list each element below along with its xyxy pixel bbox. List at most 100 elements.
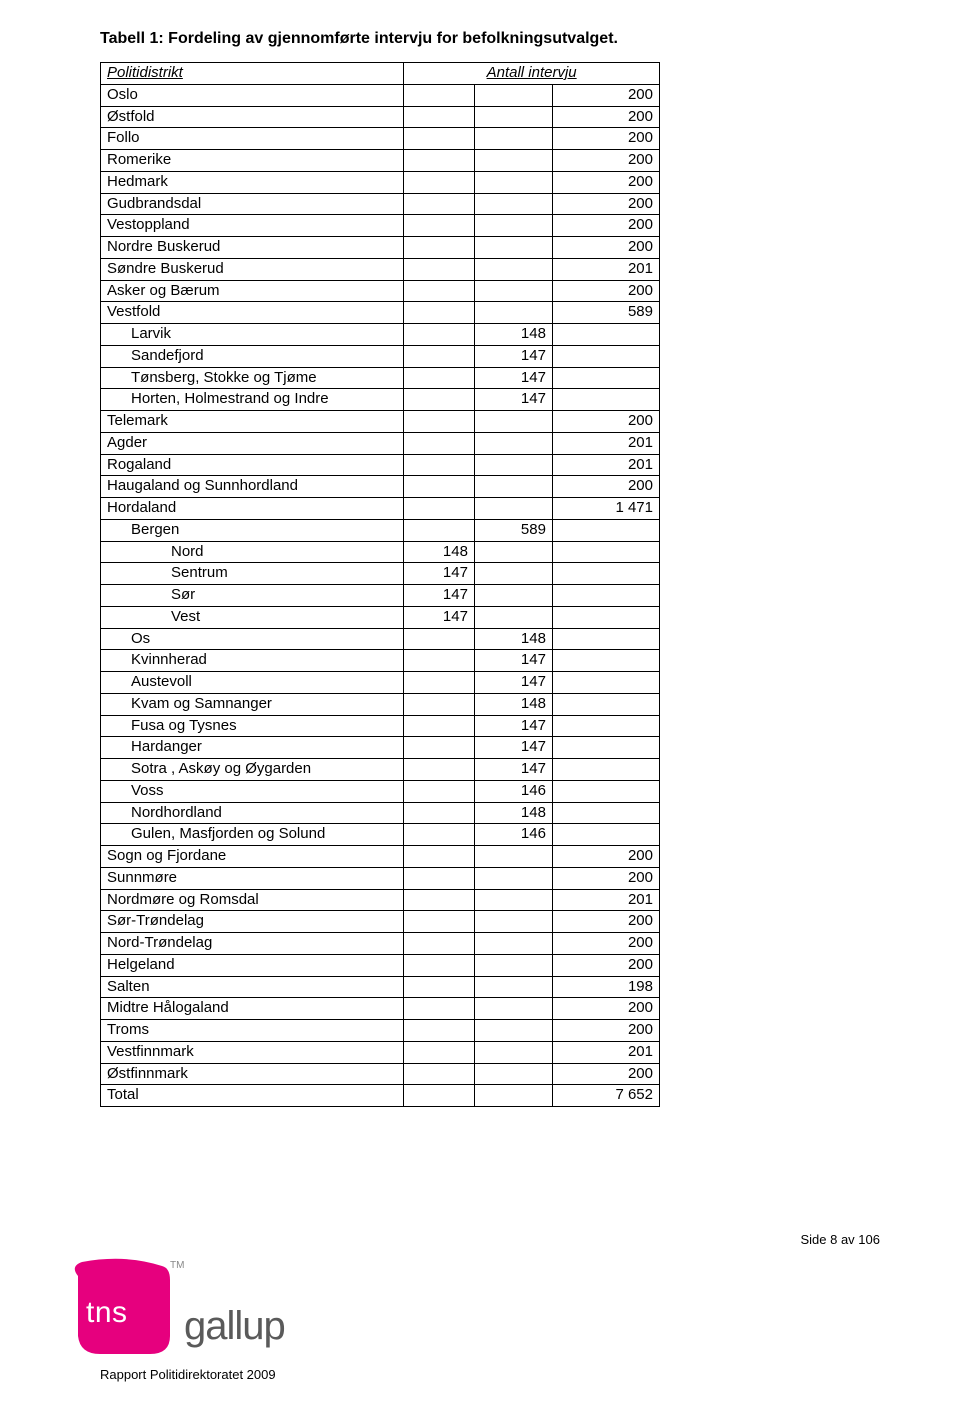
tns-gallup-logo: tns TM gallup <box>70 1258 285 1358</box>
row-value <box>552 606 659 628</box>
row-name: Helgeland <box>101 954 404 976</box>
row-name: Nord <box>101 541 404 563</box>
row-sub2 <box>474 302 552 324</box>
row-sub1 <box>404 824 475 846</box>
row-value <box>552 585 659 607</box>
row-value: 201 <box>552 1041 659 1063</box>
report-line: Rapport Politidirektoratet 2009 <box>100 1367 276 1382</box>
row-value <box>552 715 659 737</box>
row-value <box>552 324 659 346</box>
row-value: 201 <box>552 258 659 280</box>
table-row: Sogn og Fjordane200 <box>101 846 660 868</box>
row-value <box>552 628 659 650</box>
row-name: Os <box>101 628 404 650</box>
row-value: 200 <box>552 1063 659 1085</box>
table-row: Austevoll 147 <box>101 672 660 694</box>
row-sub1 <box>404 954 475 976</box>
table-row: Østfinnmark200 <box>101 1063 660 1085</box>
row-sub1 <box>404 454 475 476</box>
row-name: Sandefjord <box>101 345 404 367</box>
table-row: Nord148 <box>101 541 660 563</box>
row-value <box>552 367 659 389</box>
row-name: Hardanger <box>101 737 404 759</box>
table-row: Haugaland og Sunnhordland 200 <box>101 476 660 498</box>
row-value: 200 <box>552 476 659 498</box>
row-value: 198 <box>552 976 659 998</box>
row-value: 200 <box>552 1020 659 1042</box>
row-sub2: 589 <box>474 519 552 541</box>
table-row: Hordaland 1 471 <box>101 498 660 520</box>
row-sub2 <box>474 867 552 889</box>
row-sub1 <box>404 693 475 715</box>
row-sub1 <box>404 258 475 280</box>
row-sub2: 147 <box>474 715 552 737</box>
row-sub1 <box>404 933 475 955</box>
row-name: Tønsberg, Stokke og Tjøme <box>101 367 404 389</box>
row-sub1 <box>404 367 475 389</box>
row-name: Nordhordland <box>101 802 404 824</box>
row-value: 200 <box>552 846 659 868</box>
table-row: Sentrum147 <box>101 563 660 585</box>
row-name: Austevoll <box>101 672 404 694</box>
table-row: Vestfinnmark201 <box>101 1041 660 1063</box>
row-value: 200 <box>552 411 659 433</box>
row-sub2: 147 <box>474 650 552 672</box>
row-sub2 <box>474 237 552 259</box>
table-row: Sunnmøre200 <box>101 867 660 889</box>
row-name: Oslo <box>101 84 404 106</box>
row-name: Vestfold <box>101 302 404 324</box>
row-value: 201 <box>552 889 659 911</box>
row-sub1 <box>404 389 475 411</box>
row-sub2 <box>474 911 552 933</box>
row-name: Agder <box>101 432 404 454</box>
row-name: Bergen <box>101 519 404 541</box>
row-name: Hedmark <box>101 171 404 193</box>
row-sub1 <box>404 84 475 106</box>
row-sub1: 147 <box>404 563 475 585</box>
row-sub1: 148 <box>404 541 475 563</box>
row-value <box>552 737 659 759</box>
row-value: 200 <box>552 280 659 302</box>
row-name: Gudbrandsdal <box>101 193 404 215</box>
row-sub1 <box>404 519 475 541</box>
row-name: Haugaland og Sunnhordland <box>101 476 404 498</box>
logo-tm: TM <box>170 1260 184 1271</box>
row-sub2: 146 <box>474 780 552 802</box>
table-row: Søndre Buskerud201 <box>101 258 660 280</box>
row-value <box>552 541 659 563</box>
row-sub1 <box>404 498 475 520</box>
row-name: Total <box>101 1085 404 1107</box>
data-table: PolitidistriktAntall intervjuOslo200Østf… <box>100 62 660 1107</box>
table-row: Os148 <box>101 628 660 650</box>
logo-blob: tns TM <box>70 1258 180 1358</box>
row-value: 200 <box>552 215 659 237</box>
table-row: Kvinnherad147 <box>101 650 660 672</box>
row-name: Larvik <box>101 324 404 346</box>
row-sub2: 146 <box>474 824 552 846</box>
table-row: Nordmøre og Romsdal201 <box>101 889 660 911</box>
row-sub1 <box>404 150 475 172</box>
row-sub2: 147 <box>474 389 552 411</box>
row-name: Horten, Holmestrand og Indre <box>101 389 404 411</box>
row-value: 200 <box>552 867 659 889</box>
row-sub1 <box>404 280 475 302</box>
row-sub2: 147 <box>474 672 552 694</box>
row-name: Hordaland <box>101 498 404 520</box>
row-sub2 <box>474 476 552 498</box>
row-name: Nord-Trøndelag <box>101 933 404 955</box>
row-value <box>552 519 659 541</box>
table-row: Vest147 <box>101 606 660 628</box>
row-value: 1 471 <box>552 498 659 520</box>
row-sub1 <box>404 345 475 367</box>
table-row: Vestfold589 <box>101 302 660 324</box>
row-sub2 <box>474 106 552 128</box>
row-name: Nordre Buskerud <box>101 237 404 259</box>
row-sub1 <box>404 780 475 802</box>
table-title: Tabell 1: Fordeling av gjennomførte inte… <box>100 30 880 48</box>
table-row: Asker og Bærum200 <box>101 280 660 302</box>
row-name: Telemark <box>101 411 404 433</box>
header-left: Politidistrikt <box>101 63 404 85</box>
row-sub2 <box>474 258 552 280</box>
row-sub2 <box>474 454 552 476</box>
row-sub1 <box>404 759 475 781</box>
